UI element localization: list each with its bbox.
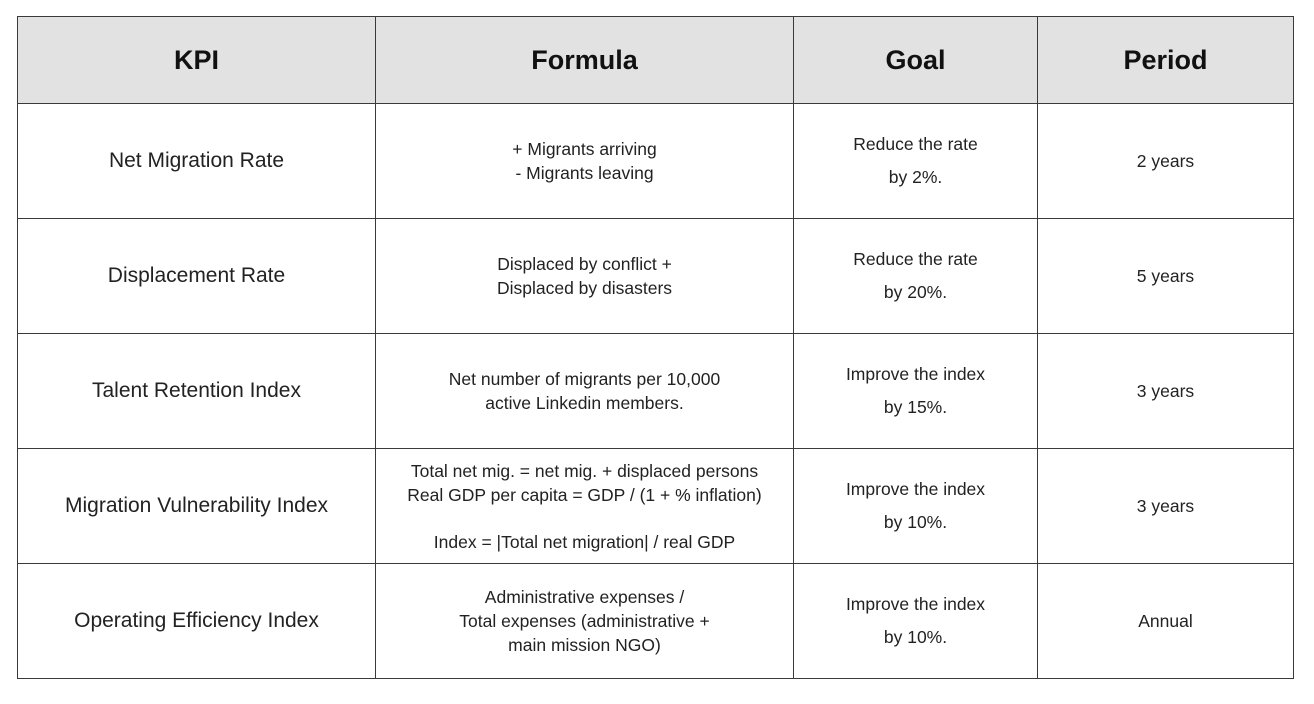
goal-cell: Improve the index by 10%.: [793, 563, 1038, 679]
kpi-cell: Displacement Rate: [17, 218, 376, 334]
kpi-table: KPI Formula Goal Period Net Migration Ra…: [17, 16, 1294, 679]
formula-cell: Net number of migrants per 10,000 active…: [375, 333, 794, 449]
table-header: KPI Formula Goal Period: [17, 16, 1294, 104]
formula-cell: Administrative expenses / Total expenses…: [375, 563, 794, 679]
period-text: Annual: [1138, 610, 1193, 631]
goal-line: by 20%.: [883, 282, 948, 302]
goal-line: by 10%.: [883, 627, 948, 647]
kpi-name: Net Migration Rate: [108, 149, 285, 172]
table-row: Net Migration Rate + Migrants arriving -…: [17, 103, 1294, 219]
period-cell: 3 years: [1037, 448, 1294, 564]
formula-line: main mission NGO): [508, 635, 661, 655]
period-text: 2 years: [1136, 150, 1195, 171]
period-cell: 2 years: [1037, 103, 1294, 219]
kpi-cell: Talent Retention Index: [17, 333, 376, 449]
goal-line: Improve the index: [845, 594, 986, 614]
formula-cell: Total net mig. = net mig. + displaced pe…: [375, 448, 794, 564]
formula-line: Index = |Total net migration| / real GDP: [433, 531, 736, 552]
goal-line: Improve the index: [845, 364, 986, 384]
goal-line: Improve the index: [845, 479, 986, 499]
period-text: 3 years: [1136, 380, 1195, 401]
kpi-name: Displacement Rate: [107, 264, 286, 287]
header-kpi: KPI: [17, 16, 376, 104]
kpi-name: Migration Vulnerability Index: [64, 494, 329, 517]
table-row: Talent Retention Index Net number of mig…: [17, 333, 1294, 449]
header-goal: Goal: [793, 16, 1038, 104]
table-row: Displacement Rate Displaced by conflict …: [17, 218, 1294, 334]
kpi-cell: Net Migration Rate: [17, 103, 376, 219]
formula-line: Administrative expenses /: [484, 587, 685, 607]
kpi-cell: Operating Efficiency Index: [17, 563, 376, 679]
formula-line: + Migrants arriving: [512, 139, 657, 159]
period-text: 5 years: [1136, 265, 1195, 286]
header-period: Period: [1037, 16, 1294, 104]
formula-spacer: [382, 507, 787, 530]
goal-line: Reduce the rate: [853, 134, 978, 154]
goal-cell: Improve the index by 10%.: [793, 448, 1038, 564]
formula-line: Total net mig. = net mig. + displaced pe…: [410, 460, 759, 481]
formula-cell: Displaced by conflict + Displaced by dis…: [375, 218, 794, 334]
header-formula: Formula: [375, 16, 794, 104]
table-body: Net Migration Rate + Migrants arriving -…: [17, 103, 1294, 679]
goal-cell: Reduce the rate by 2%.: [793, 103, 1038, 219]
goal-cell: Improve the index by 15%.: [793, 333, 1038, 449]
kpi-name: Talent Retention Index: [92, 379, 301, 402]
kpi-name: Operating Efficiency Index: [74, 609, 319, 632]
formula-line: Displaced by disasters: [496, 278, 673, 298]
goal-line: by 15%.: [883, 397, 948, 417]
period-cell: Annual: [1037, 563, 1294, 679]
period-cell: 5 years: [1037, 218, 1294, 334]
formula-cell: + Migrants arriving - Migrants leaving: [375, 103, 794, 219]
formula-line: Displaced by conflict +: [497, 254, 672, 274]
table-row: Migration Vulnerability Index Total net …: [17, 448, 1294, 564]
formula-line: Net number of migrants per 10,000: [448, 369, 721, 389]
table-row: Operating Efficiency Index Administrativ…: [17, 563, 1294, 679]
goal-line: by 2%.: [888, 167, 943, 187]
formula-line: - Migrants leaving: [515, 163, 654, 183]
goal-line: Reduce the rate: [853, 249, 978, 269]
goal-cell: Reduce the rate by 20%.: [793, 218, 1038, 334]
header-row: KPI Formula Goal Period: [17, 16, 1294, 104]
period-cell: 3 years: [1037, 333, 1294, 449]
formula-line: Real GDP per capita = GDP / (1 + % infla…: [407, 484, 762, 505]
kpi-cell: Migration Vulnerability Index: [17, 448, 376, 564]
goal-line: by 10%.: [883, 512, 948, 532]
formula-line: active Linkedin members.: [485, 393, 684, 413]
period-text: 3 years: [1136, 495, 1195, 516]
formula-line: Total expenses (administrative +: [459, 611, 710, 631]
